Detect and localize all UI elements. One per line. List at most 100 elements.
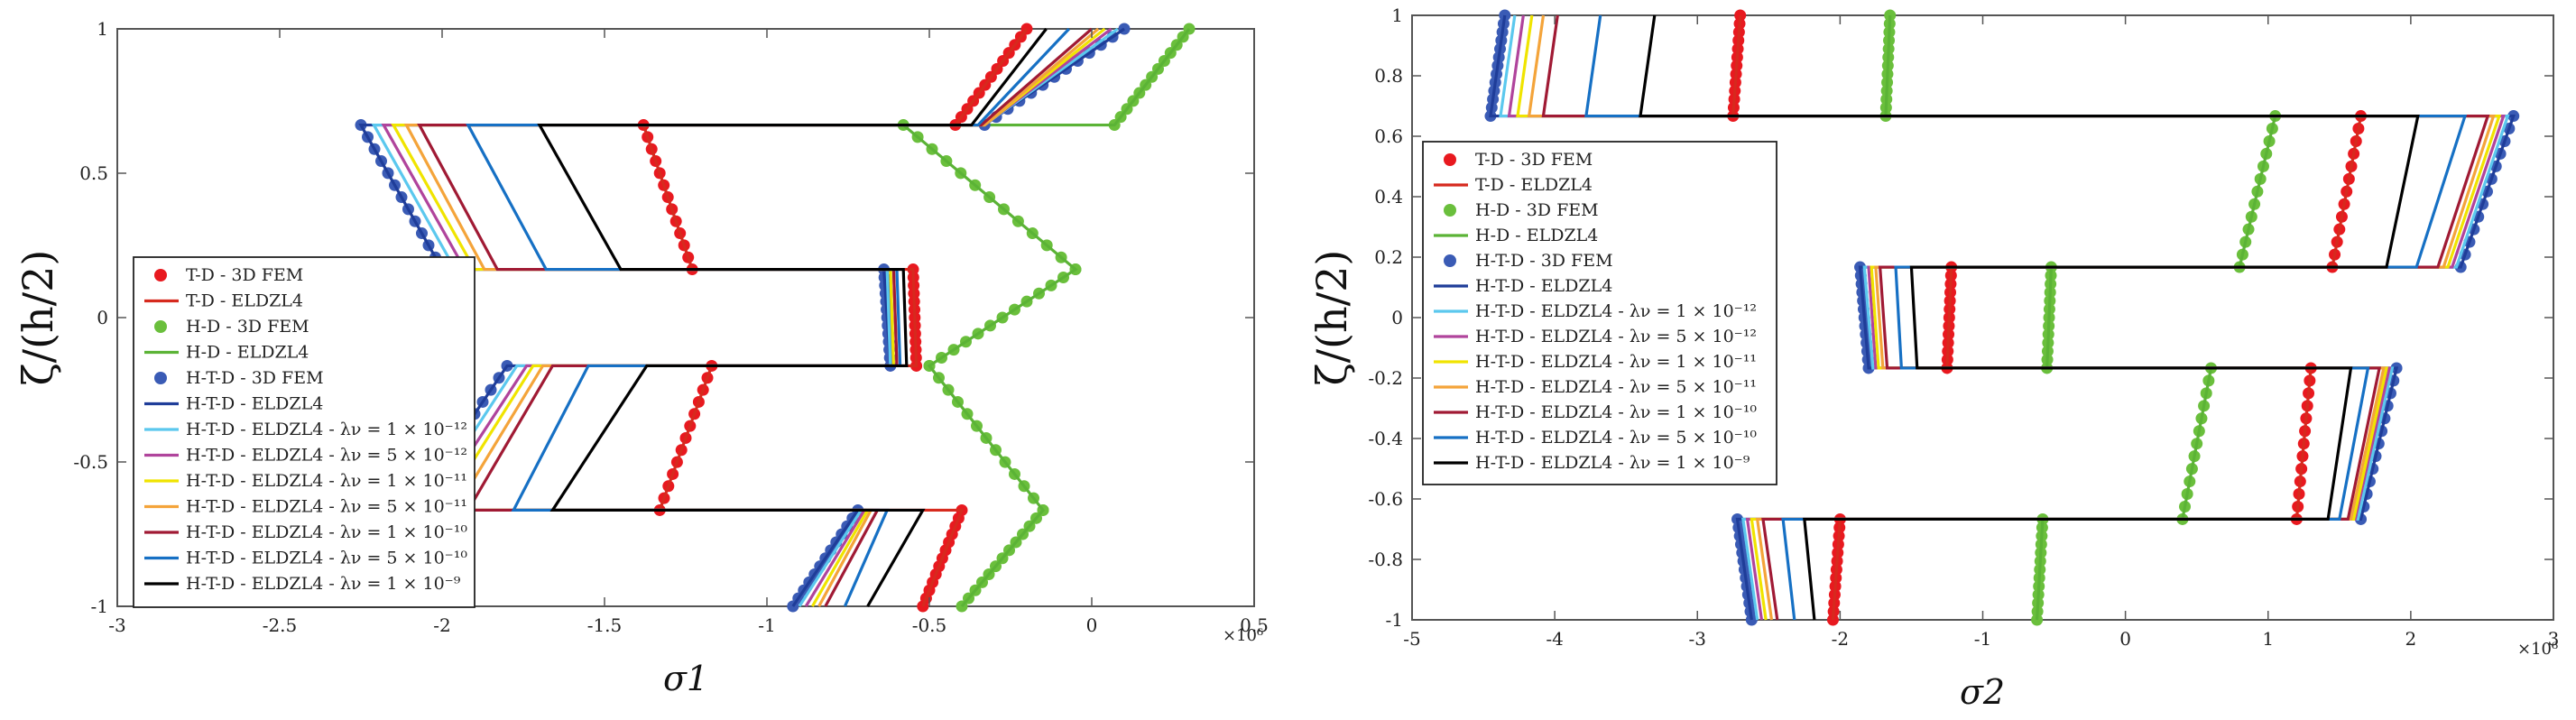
legend-entry: H-D - ELDZL4: [144, 343, 309, 363]
y-tick-label: 1: [97, 18, 108, 40]
legend-label: H-T-D - ELDZL4 - λν = 1 × 10⁻⁹: [186, 574, 461, 594]
legend-entry: H-T-D - ELDZL4 - λν = 1 × 10⁻⁹: [1434, 453, 1750, 473]
legend-marker: [1444, 153, 1456, 166]
legend-entry: H-T-D - ELDZL4 - λν = 5 × 10⁻¹¹: [1434, 377, 1757, 397]
chart-panel-right: -5 -4 -3 -2 -1 0 1 2 3 -1 -0.8 -0.6 -0.4 -0.2 0 0.2 0.4 0…: [1307, 5, 2559, 712]
legend-label: H-T-D - ELDZL4 - λν = 5 × 10⁻¹¹: [186, 497, 467, 517]
legend-label: H-T-D - 3D FEM: [186, 368, 324, 388]
legend-label: H-T-D - ELDZL4 - λν = 1 × 10⁻¹⁰: [1475, 402, 1757, 422]
chart-panel-left: -3 -2.5 -2 -1.5 -1 -0.5 0 0.5 -1 -0.5 0 0.5 1 ×10⁶ σ…: [14, 18, 1269, 698]
x-tick-label: -1: [758, 614, 775, 636]
y-tick-label: 0: [97, 307, 108, 328]
series-13: [1639, 14, 2420, 621]
legend-label: H-D - ELDZL4: [1475, 226, 1598, 245]
legend-label: H-T-D - ELDZL4 - λν = 1 × 10⁻¹²: [186, 420, 467, 439]
x-tick-label: -5: [1403, 628, 1420, 650]
series-line: [899, 28, 1191, 608]
x-tick-label: 0: [1086, 614, 1098, 636]
legend-entry: H-T-D - 3D FEM: [1444, 251, 1613, 271]
y-tick-label: -0.6: [1368, 488, 1403, 510]
legend-entry: H-D - ELDZL4: [1434, 226, 1598, 245]
series-line: [537, 28, 1048, 607]
legend-label: H-D - 3D FEM: [186, 317, 309, 337]
legend-label: H-T-D - ELDZL4 - λν = 5 × 10⁻¹⁰: [186, 549, 467, 568]
series-3: [1879, 9, 2282, 626]
legend-label: H-T-D - ELDZL4 - λν = 1 × 10⁻⁹: [1475, 453, 1750, 473]
legend-label: T-D - 3D FEM: [1475, 150, 1593, 170]
legend-entry: H-T-D - ELDZL4: [1434, 276, 1612, 296]
legend-label: H-D - 3D FEM: [1475, 200, 1599, 220]
x-tick-label: -2: [1832, 628, 1849, 650]
x-tick-label: -0.5: [912, 614, 947, 636]
x-tick-label: 0: [2119, 628, 2131, 650]
x-multiplier-left: ×10⁶: [1223, 626, 1263, 645]
legend-entry: H-T-D - ELDZL4 - λν = 5 × 10⁻¹⁰: [1434, 428, 1757, 448]
legend-entry: H-T-D - 3D FEM: [154, 368, 324, 388]
legend-label: H-T-D - ELDZL4 - λν = 1 × 10⁻¹²: [1475, 301, 1757, 321]
legend-left: T-D - 3D FEM T-D - ELDZL4 H-D - 3D FEM H-D …: [133, 256, 475, 608]
legend-label: H-T-D - ELDZL4: [186, 394, 323, 414]
x-tick-label: -1.5: [587, 614, 623, 636]
legend-entry: T-D - ELDZL4: [1434, 175, 1593, 195]
legend-marker: [154, 320, 167, 333]
legend-label: T-D - ELDZL4: [1475, 175, 1593, 195]
legend-label: H-T-D - ELDZL4 - λν = 5 × 10⁻¹¹: [1475, 377, 1757, 397]
legend-entry: H-T-D - ELDZL4 - λν = 1 × 10⁻¹²: [1434, 301, 1757, 321]
legend-label: H-T-D - ELDZL4 - λν = 1 × 10⁻¹¹: [186, 471, 467, 491]
legend-right: T-D - 3D FEM T-D - ELDZL4 H-D - 3D FEM H-D …: [1422, 141, 1777, 485]
legend-label: H-T-D - ELDZL4: [1475, 276, 1612, 296]
legend-entry: H-D - 3D FEM: [154, 317, 309, 337]
legend-entry: H-T-D - ELDZL4 - λν = 5 × 10⁻¹¹: [144, 497, 467, 517]
y-axis-label-left: ζ/(h/2): [14, 250, 62, 386]
x-tick-label: 1: [2262, 628, 2274, 650]
y-tick-label: -0.2: [1368, 367, 1403, 389]
x-tick-label: -4: [1546, 628, 1563, 650]
x-tick-label: -3: [1689, 628, 1706, 650]
legend-entry: H-T-D - ELDZL4: [144, 394, 323, 414]
legend-marker: [154, 269, 167, 282]
legend-entry: H-T-D - ELDZL4 - λν = 5 × 10⁻¹²: [144, 446, 467, 466]
y-tick-label: 0.2: [1374, 246, 1403, 268]
legend-label: T-D - 3D FEM: [186, 265, 303, 285]
legend-label: H-T-D - ELDZL4 - λν = 5 × 10⁻¹²: [186, 446, 467, 466]
legend-label: H-T-D - ELDZL4 - λν = 5 × 10⁻¹⁰: [1475, 428, 1757, 448]
x-multiplier-right: ×10⁶: [2517, 640, 2558, 659]
legend-label: H-D - ELDZL4: [186, 343, 309, 363]
x-tick-label: -2.5: [263, 614, 298, 636]
x-tick-label: -1: [1974, 628, 1991, 650]
legend-label: T-D - ELDZL4: [186, 291, 303, 311]
legend-entry: T-D - ELDZL4: [144, 291, 303, 311]
x-tick-label: -2: [433, 614, 450, 636]
x-axis-label-left: σ1: [663, 659, 708, 698]
y-tick-label: 0.5: [79, 162, 108, 184]
x-tick-label: 0.5: [1240, 614, 1269, 636]
y-tick-label: -0.4: [1368, 428, 1403, 449]
y-axis-label-right: ζ/(h/2): [1307, 250, 1356, 386]
y-tick-label: -1: [91, 595, 108, 617]
legend-entry: H-T-D - ELDZL4 - λν = 1 × 10⁻¹¹: [1434, 352, 1757, 372]
legend-marker: [1444, 254, 1456, 267]
series-4: [899, 28, 1191, 608]
x-axis-label-right: σ2: [1960, 672, 2005, 712]
legend-entry: T-D - 3D FEM: [1444, 150, 1593, 170]
legend-entry: H-T-D - ELDZL4 - λν = 5 × 10⁻¹⁰: [144, 549, 467, 568]
legend-box: [133, 256, 475, 608]
series-13: [537, 28, 1048, 607]
series-line: [1639, 14, 2420, 621]
y-tick-label: -0.8: [1368, 549, 1403, 570]
x-tick-label: 2: [2405, 628, 2417, 650]
y-tick-label: 0.6: [1374, 125, 1403, 147]
legend-label: H-T-D - 3D FEM: [1475, 251, 1613, 271]
x-tick-label: 3: [2548, 628, 2560, 650]
y-tick-label: -1: [1386, 609, 1403, 631]
legend-marker: [154, 372, 167, 384]
legend-entry: H-T-D - ELDZL4 - λν = 1 × 10⁻⁹: [144, 574, 461, 594]
y-tick-label: 0.4: [1374, 186, 1403, 208]
legend-marker: [1444, 204, 1456, 217]
legend-entry: H-T-D - ELDZL4 - λν = 1 × 10⁻¹²: [144, 420, 467, 439]
y-tick-label: 0.8: [1374, 65, 1403, 87]
legend-box: [1422, 141, 1777, 485]
legend-entry: H-D - 3D FEM: [1444, 200, 1599, 220]
legend-entry: H-T-D - ELDZL4 - λν = 1 × 10⁻¹⁰: [1434, 402, 1757, 422]
